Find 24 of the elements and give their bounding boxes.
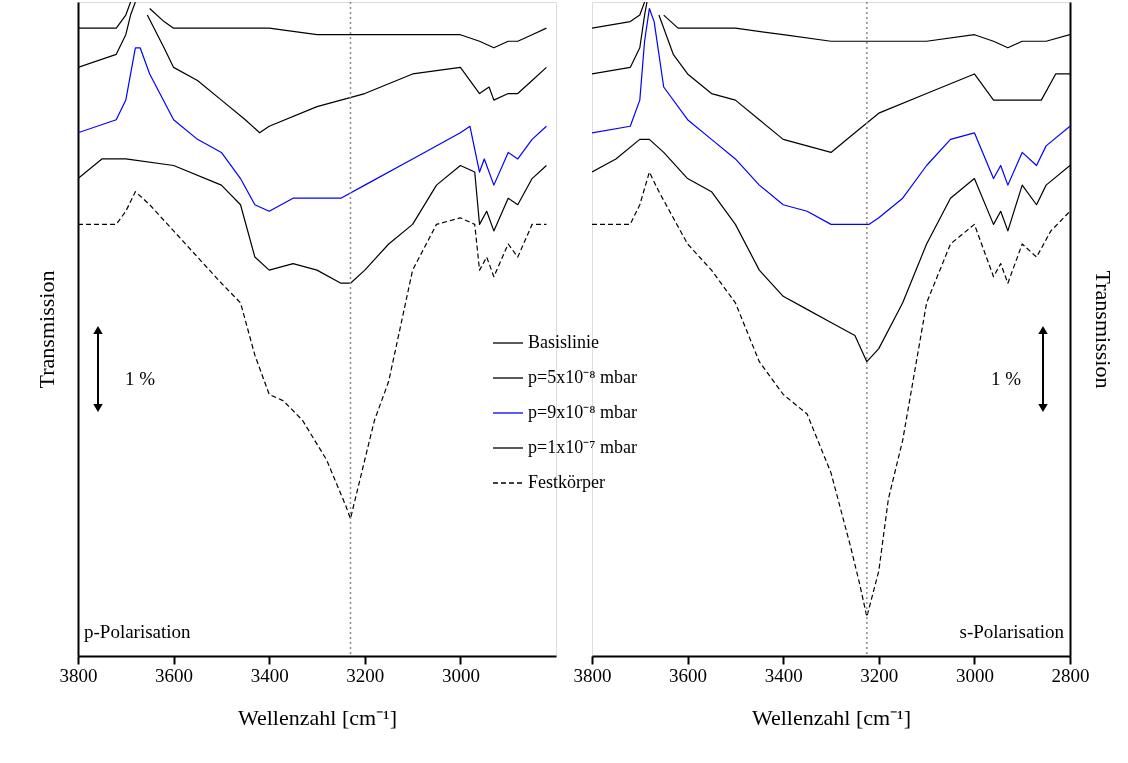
y-axis-title: Transmission <box>33 270 59 389</box>
x-axis-title: Wellenzahl [cm⁻¹] <box>751 704 912 730</box>
legend-label: p=5x10⁻⁸ mbar <box>528 367 637 387</box>
x-tick-label: 3600 <box>669 664 708 686</box>
x-tick-label: 3200 <box>346 664 385 686</box>
annotation: p-Polarisation <box>84 621 192 642</box>
legend-label: Festkörper <box>528 472 605 492</box>
x-tick-label: 3400 <box>764 664 803 686</box>
x-tick-label: 3600 <box>155 664 194 686</box>
legend-label: p=9x10⁻⁸ mbar <box>528 402 637 422</box>
x-tick-label: 2800 <box>1051 664 1090 686</box>
x-tick-label: 3400 <box>250 664 289 686</box>
x-tick-label: 3000 <box>441 664 480 686</box>
legend-label: Basislinie <box>528 332 600 352</box>
annotation: 1 % <box>990 368 1022 389</box>
legend-label: p=1x10⁻⁷ mbar <box>528 437 637 457</box>
x-tick-label: 3200 <box>860 664 899 686</box>
x-tick-label: 3000 <box>955 664 994 686</box>
y-axis-title: Transmission <box>1090 270 1116 389</box>
x-tick-label: 3800 <box>573 664 612 686</box>
annotation: 1 % <box>124 368 156 389</box>
x-axis-title: Wellenzahl [cm⁻¹] <box>237 704 398 730</box>
x-tick-label: 3800 <box>59 664 98 686</box>
annotation: s-Polarisation <box>959 621 1065 642</box>
